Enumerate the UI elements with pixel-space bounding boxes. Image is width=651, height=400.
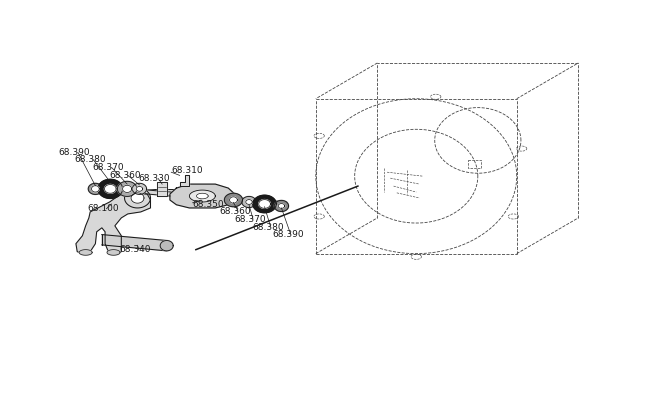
Polygon shape: [98, 179, 122, 198]
Polygon shape: [189, 190, 215, 202]
Text: 68.370: 68.370: [92, 163, 124, 172]
Polygon shape: [92, 186, 99, 192]
Polygon shape: [246, 200, 252, 204]
Polygon shape: [160, 240, 173, 251]
Polygon shape: [274, 200, 288, 212]
Polygon shape: [180, 175, 189, 186]
Text: 68.360: 68.360: [109, 171, 141, 180]
Text: 68.380: 68.380: [252, 222, 284, 232]
Text: 68.310: 68.310: [171, 166, 203, 175]
Text: 68.100: 68.100: [87, 204, 118, 213]
Polygon shape: [132, 183, 146, 194]
Polygon shape: [117, 181, 137, 196]
Polygon shape: [102, 234, 167, 251]
Polygon shape: [157, 182, 167, 196]
Polygon shape: [79, 250, 92, 255]
Polygon shape: [136, 186, 143, 191]
Polygon shape: [197, 193, 208, 199]
Polygon shape: [89, 183, 102, 194]
Polygon shape: [170, 184, 235, 208]
Polygon shape: [122, 185, 132, 192]
Polygon shape: [104, 184, 116, 193]
Text: 68.330: 68.330: [139, 174, 171, 183]
Text: 68.390: 68.390: [272, 230, 304, 239]
Polygon shape: [278, 204, 284, 208]
Polygon shape: [134, 189, 171, 196]
Text: 68.350: 68.350: [193, 200, 224, 209]
Polygon shape: [253, 195, 276, 213]
Text: 68.370: 68.370: [235, 215, 266, 224]
Text: 68.360: 68.360: [220, 208, 251, 216]
Text: 68.340: 68.340: [119, 245, 151, 254]
Polygon shape: [230, 197, 238, 203]
Text: 68.380: 68.380: [74, 155, 105, 164]
Polygon shape: [258, 200, 270, 208]
Polygon shape: [124, 188, 150, 208]
Polygon shape: [242, 196, 256, 208]
Polygon shape: [76, 192, 150, 254]
Text: 68.390: 68.390: [59, 148, 90, 157]
Polygon shape: [107, 250, 120, 255]
Polygon shape: [225, 193, 243, 207]
Polygon shape: [131, 193, 144, 203]
